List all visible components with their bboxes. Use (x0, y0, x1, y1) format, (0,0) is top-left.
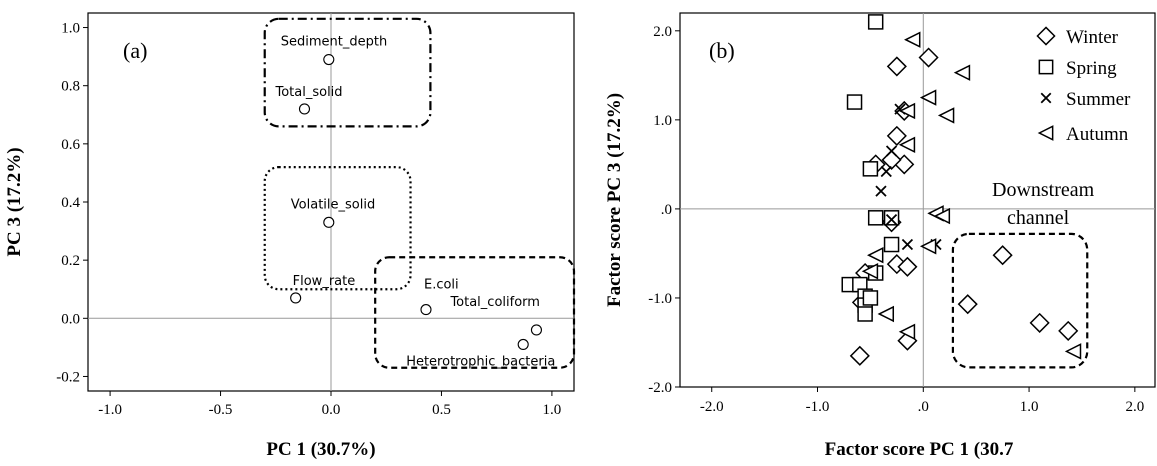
panel-a-ytick-label: 0.6 (61, 137, 80, 153)
panel-a-ytick-label: 1.0 (61, 21, 80, 37)
series-summer (875, 103, 942, 251)
panel-b-ytick-label: 1.0 (653, 113, 672, 129)
autumn-point (919, 89, 937, 106)
panel-b-y-axis-title: Factor score PC 3 (17.2%) (604, 93, 625, 307)
panel-a-group-box (263, 17, 432, 128)
panel-a-ytick-label: 0.4 (61, 195, 80, 211)
autumn-point (937, 107, 955, 124)
autumn-point (933, 207, 951, 225)
autumn-point (953, 64, 971, 81)
winter-point (1058, 320, 1079, 341)
legend: Winter Spring Summer Autumn (1036, 26, 1131, 145)
autumn-point (861, 263, 879, 280)
panel-a-x-axis-title: PC 1 (30.7%) (266, 439, 375, 460)
legend-winter-label: Winter (1066, 27, 1119, 48)
panel-b-ytick-label: .0 (661, 202, 672, 218)
panel-a: -1.0 -0.5 0.0 0.5 1.0 -0.2 0.0 0.2 0.4 0.6 0.8 1.0 P… (4, 12, 576, 460)
panel-a-group-box (374, 256, 576, 369)
downstream-annotation-line2: channel (1007, 207, 1070, 229)
panel-b-ytick-label: 2.0 (653, 24, 672, 40)
loading-point-marker (420, 304, 432, 316)
loading-point-marker (323, 216, 335, 228)
panel-b-xtick-label: 1.0 (1020, 399, 1039, 415)
legend-winter-marker (1036, 26, 1056, 46)
panel-a-xtick-label: -0.5 (209, 402, 233, 418)
legend-autumn-marker (1037, 125, 1054, 141)
winter-point (886, 125, 907, 146)
autumn-point (904, 31, 921, 48)
panel-a-xtick-label: 0.0 (322, 402, 341, 418)
panel-b-x-axis-title: Factor score PC 1 (30.7 (825, 439, 1014, 460)
summer-point (875, 185, 887, 197)
winter-point (992, 245, 1013, 266)
loading-point-marker (530, 324, 542, 336)
legend-summer-marker (1040, 92, 1052, 104)
panel-a-xtick-label: 0.5 (432, 402, 451, 418)
legend-spring-label: Spring (1066, 58, 1117, 79)
autumn-point (1064, 343, 1082, 360)
autumn-point (898, 102, 916, 120)
spring-point (846, 94, 863, 110)
legend-summer-label: Summer (1066, 89, 1131, 110)
loading-point-label: Volatile_solid (291, 197, 375, 212)
autumn-point (898, 323, 916, 341)
winter-point (886, 56, 907, 77)
loading-point-marker (323, 53, 335, 66)
panel-b-ytick-label: -2.0 (648, 380, 672, 396)
panel-b-ytick-label: -1.0 (648, 291, 672, 307)
panel-a-xtick-label: 1.0 (543, 402, 562, 418)
panel-a-ytick-label: 0.2 (61, 253, 80, 269)
series-autumn (861, 31, 1082, 360)
panel-b-frame (679, 12, 1156, 388)
loading-point-label: Flow_rate (293, 274, 356, 289)
legend-spring-marker (1038, 59, 1054, 75)
autumn-point (898, 136, 916, 154)
winter-point (957, 294, 978, 315)
legend-autumn-label: Autumn (1066, 124, 1129, 145)
winter-point (897, 256, 918, 277)
spring-point (883, 236, 900, 253)
autumn-point (867, 246, 884, 264)
panel-a-y-axis-title: PC 3 (17.2%) (4, 147, 25, 256)
spring-point (883, 210, 900, 226)
panel-a-ytick-label: -0.2 (56, 369, 80, 385)
panel-b-letter: (b) (709, 38, 735, 63)
loading-point-label: Heterotrophic_bacteria (406, 354, 555, 369)
spring-point (862, 161, 879, 177)
downstream-annotation-line1: Downstream (992, 179, 1095, 201)
autumn-point (877, 305, 895, 323)
spring-point (867, 14, 884, 30)
winter-point (918, 47, 939, 68)
winter-point (1029, 312, 1050, 333)
panel-b-xtick-label: .0 (918, 399, 929, 415)
summer-point (880, 165, 892, 178)
panel-a-ytick-label: 0.8 (61, 79, 80, 95)
summer-point (885, 145, 898, 157)
autumn-point (919, 238, 937, 255)
loading-point-marker (290, 292, 302, 304)
panel-b: -2.0 -1.0 .0 1.0 2.0 -2.0 -1.0 .0 1.0 2.0 Factor s… (604, 12, 1156, 460)
loading-point-marker (517, 338, 529, 351)
panel-b-xtick-label: 2.0 (1125, 399, 1144, 415)
panel-a-group-box (263, 166, 412, 291)
downstream-channel-box (951, 232, 1089, 369)
spring-point (862, 290, 879, 306)
panel-a-letter: (a) (123, 38, 147, 63)
summer-point (885, 213, 898, 226)
loading-point-marker (298, 103, 311, 115)
loading-point-label: Sediment_depth (281, 35, 387, 50)
loading-point-label: Total_solid (274, 85, 342, 100)
panel-a-xtick-label: -1.0 (98, 402, 122, 418)
panel-b-xtick-label: -1.0 (806, 399, 830, 415)
panel-b-xtick-label: -2.0 (700, 399, 724, 415)
winter-point (849, 345, 870, 366)
loading-point-label: E.coli (424, 278, 459, 293)
spring-point (857, 306, 873, 322)
spring-point (867, 210, 884, 226)
loading-point-label: Total_coliform (449, 295, 539, 310)
summer-point (901, 238, 914, 251)
panel-a-ytick-label: 0.0 (61, 311, 80, 327)
series-spring (841, 14, 900, 322)
